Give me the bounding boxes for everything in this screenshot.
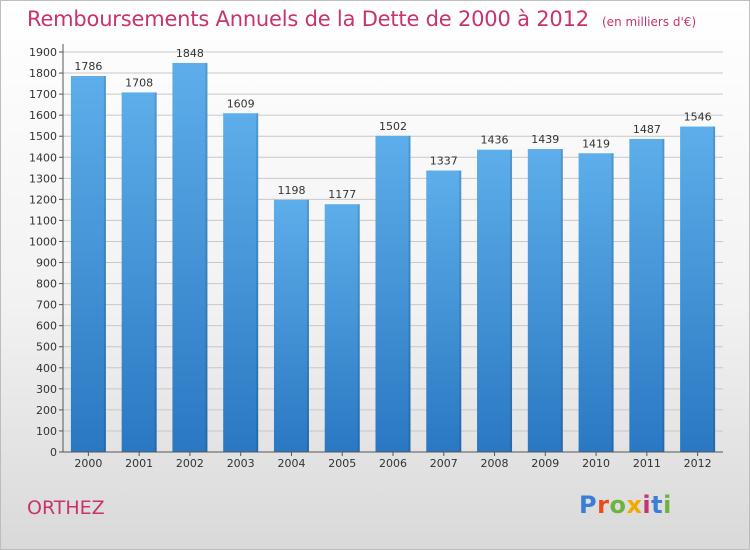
proxiti-logo[interactable]: Proxiti xyxy=(579,491,672,519)
bar-2012 xyxy=(680,126,716,453)
x-tick-label-2008: 2008 xyxy=(481,457,509,470)
bar-2002 xyxy=(172,62,208,453)
logo-letter: o xyxy=(609,491,627,519)
y-tick-label: 1000 xyxy=(29,235,57,248)
bar-shade-2001 xyxy=(154,92,157,452)
y-tick-label: 1200 xyxy=(29,193,57,206)
data-label-2008: 1436 xyxy=(481,134,509,147)
y-tick-label: 300 xyxy=(36,383,57,396)
bar-2005 xyxy=(324,204,360,452)
y-tick-label: 0 xyxy=(50,446,57,459)
y-tick-label: 1600 xyxy=(29,109,57,122)
x-tick-label-2011: 2011 xyxy=(633,457,661,470)
city-name: ORTHEZ xyxy=(27,497,105,519)
logo-letter: i xyxy=(642,491,652,519)
y-tick-label: 900 xyxy=(36,257,57,270)
bar-2010 xyxy=(578,153,614,452)
y-tick-label: 200 xyxy=(36,404,57,417)
bar-shade-2008 xyxy=(510,149,513,452)
bar-2009 xyxy=(527,149,563,453)
y-tick-label: 1700 xyxy=(29,88,57,101)
x-tick-label-2006: 2006 xyxy=(379,457,407,470)
bars: 1786 1708 1848 1609 1198 1177 1502 1337 1436 1439… xyxy=(70,47,716,453)
y-tick-label: 1800 xyxy=(29,67,57,80)
x-tick-label-2009: 2009 xyxy=(531,457,559,470)
logo-letter: t xyxy=(651,491,664,519)
data-label-2001: 1708 xyxy=(125,76,153,89)
bar-2006 xyxy=(375,135,411,452)
bar-2007 xyxy=(426,170,462,453)
x-tick-label-2010: 2010 xyxy=(582,457,610,470)
bar-shade-2003 xyxy=(256,113,259,453)
y-tick-label: 1400 xyxy=(29,151,57,164)
data-label-2002: 1848 xyxy=(176,47,204,60)
bar-shade-2000 xyxy=(103,76,106,452)
logo-letter: r xyxy=(597,491,610,519)
data-label-2006: 1502 xyxy=(379,120,407,133)
bar-2004 xyxy=(273,199,309,452)
bar-2000 xyxy=(70,76,106,452)
bar-shade-2006 xyxy=(408,135,411,452)
bar-shade-2011 xyxy=(662,138,665,452)
y-tick-label: 1900 xyxy=(29,46,57,59)
data-label-2000: 1786 xyxy=(74,60,102,73)
logo-letter: i xyxy=(663,491,672,519)
bar-shade-2002 xyxy=(205,62,208,453)
y-tick-label: 1500 xyxy=(29,130,57,143)
bar-shade-2012 xyxy=(713,126,716,453)
bar-2001 xyxy=(121,92,157,452)
chart-title: Remboursements Annuels de la Dette de 20… xyxy=(27,7,589,31)
data-label-2009: 1439 xyxy=(531,133,559,146)
y-tick-label: 400 xyxy=(36,362,57,375)
bar-shade-2004 xyxy=(306,199,309,452)
x-tick-label-2003: 2003 xyxy=(227,457,255,470)
logo-letter: P xyxy=(579,491,598,519)
y-tick-label: 800 xyxy=(36,278,57,291)
bar-shade-2007 xyxy=(459,170,462,453)
bar-shade-2009 xyxy=(560,149,563,453)
bar-shade-2005 xyxy=(357,204,360,452)
title-row: Remboursements Annuels de la Dette de 20… xyxy=(27,7,696,31)
bar-2003 xyxy=(223,113,259,453)
y-tick-label: 1300 xyxy=(29,172,57,185)
x-tick-label-2004: 2004 xyxy=(277,457,305,470)
x-tick-label-2005: 2005 xyxy=(328,457,356,470)
bar-shade-2010 xyxy=(611,153,614,452)
data-label-2011: 1487 xyxy=(633,123,661,136)
y-tick-label: 100 xyxy=(36,425,57,438)
bar-2008 xyxy=(477,149,513,452)
x-tick-label-2012: 2012 xyxy=(684,457,712,470)
data-label-2010: 1419 xyxy=(582,137,610,150)
x-tick-label-2007: 2007 xyxy=(430,457,458,470)
logo-letter: x xyxy=(626,491,643,519)
x-tick-label-2000: 2000 xyxy=(74,457,102,470)
data-label-2007: 1337 xyxy=(430,155,458,168)
y-tick-label: 700 xyxy=(36,299,57,312)
chart-subtitle: (en milliers d'€) xyxy=(602,15,697,29)
axes: 0 100 200 300 400 500 600 700 800 900 1000 1100 1200… xyxy=(29,44,723,470)
y-tick-label: 600 xyxy=(36,320,57,333)
x-tick-label-2002: 2002 xyxy=(176,457,204,470)
data-label-2005: 1177 xyxy=(328,188,356,201)
y-tick-label: 1100 xyxy=(29,214,57,227)
y-tick-label: 500 xyxy=(36,341,57,354)
data-label-2003: 1609 xyxy=(227,97,255,110)
data-label-2012: 1546 xyxy=(684,111,712,124)
bar-2011 xyxy=(629,138,665,452)
x-tick-label-2001: 2001 xyxy=(125,457,153,470)
data-label-2004: 1198 xyxy=(277,184,305,197)
